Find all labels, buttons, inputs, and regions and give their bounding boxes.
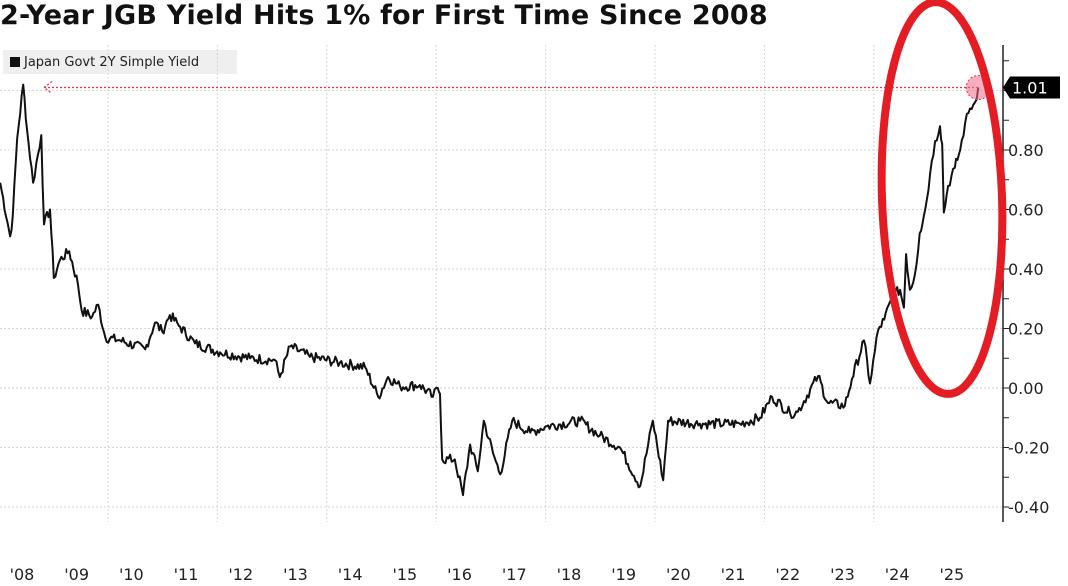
x-tick-label: '15 — [392, 565, 417, 584]
x-tick-label: '21 — [721, 565, 746, 584]
x-tick-label: '22 — [775, 565, 800, 584]
x-tick-label: '09 — [64, 565, 89, 584]
highlight-ellipse — [877, 0, 1007, 398]
legend-label: Japan Govt 2Y Simple Yield — [24, 54, 200, 70]
legend: Japan Govt 2Y Simple Yield — [3, 50, 237, 74]
y-tick-label: 0.80 — [1008, 141, 1044, 160]
x-tick-label: '20 — [666, 565, 691, 584]
arrow-left-icon — [42, 81, 53, 95]
x-tick-label: '13 — [283, 565, 308, 584]
last-value-label: 1.01 — [1012, 79, 1048, 98]
x-tick-label: '19 — [611, 565, 636, 584]
y-tick-label: 0.40 — [1008, 260, 1044, 279]
legend-swatch — [10, 57, 20, 67]
x-tick-label: '11 — [174, 565, 199, 584]
chart-title: 2-Year JGB Yield Hits 1% for First Time … — [0, 0, 768, 31]
x-tick-label: '08 — [10, 565, 35, 584]
y-tick-label: -0.40 — [1008, 498, 1049, 517]
y-tick-label: 0.60 — [1008, 201, 1044, 220]
x-tick-label: '23 — [830, 565, 855, 584]
x-tick-label: '16 — [447, 565, 472, 584]
x-tick-label: '17 — [502, 565, 527, 584]
last-value-badge — [1003, 76, 1060, 99]
x-tick-label: '18 — [557, 565, 582, 584]
y-tick-label: -0.20 — [1008, 439, 1049, 458]
x-tick-label: '24 — [885, 565, 910, 584]
x-tick-label: '10 — [119, 565, 144, 584]
x-tick-label: '14 — [338, 565, 363, 584]
series-line — [0, 83, 980, 497]
y-tick-label: 0.00 — [1008, 379, 1044, 398]
x-tick-label: '25 — [939, 565, 964, 584]
x-tick-label: '12 — [228, 565, 253, 584]
y-tick-label: 0.20 — [1008, 320, 1044, 339]
